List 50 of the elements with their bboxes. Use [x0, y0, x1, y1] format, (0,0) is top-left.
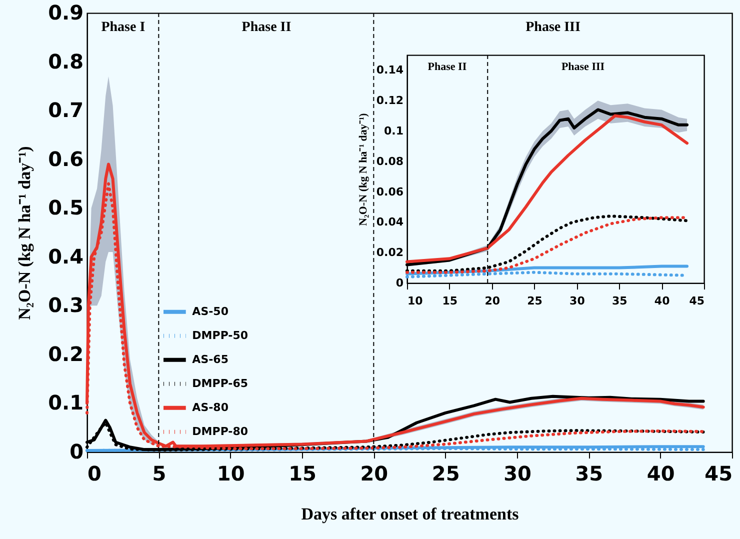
- legend-label: DMPP-80: [192, 424, 248, 438]
- y-tick-label: 0.9: [48, 0, 84, 24]
- annotation: Phase II: [242, 20, 292, 35]
- y-tick-label: 0.3: [48, 293, 84, 318]
- x-tick-label: 15: [442, 294, 458, 308]
- y-tick-label: 0.04: [376, 216, 404, 229]
- y-axis-title: N₂O-N (kg N ha⁻¹ day⁻¹): [357, 112, 370, 226]
- y-tick-label: 0.06: [376, 185, 404, 198]
- y-tick-label: 0.5: [48, 196, 84, 220]
- y-tick-label: 0.4: [48, 244, 84, 268]
- annotation: Phase II: [428, 61, 467, 73]
- legend-label: AS-80: [192, 400, 229, 414]
- x-tick-label: 25: [527, 294, 542, 308]
- x-tick-label: 15: [288, 462, 316, 486]
- legend-label: AS-50: [192, 304, 229, 318]
- x-tick-label: 35: [612, 294, 628, 308]
- x-tick-label: 25: [432, 462, 460, 486]
- x-tick-label: 10: [216, 462, 245, 486]
- legend-label: AS-65: [192, 352, 228, 366]
- x-tick-label: 20: [484, 294, 500, 308]
- y-tick-label: 0.02: [376, 246, 404, 260]
- y-tick-label: 0.6: [48, 146, 84, 171]
- y-tick-label: 0.08: [376, 154, 404, 168]
- x-axis-title: Days after onset of treatments: [301, 504, 520, 524]
- y-tick-label: 0: [396, 276, 404, 290]
- x-tick-label: 5: [152, 462, 166, 486]
- y-tick-label: 0.12: [376, 94, 404, 108]
- x-tick-label: 40: [646, 462, 675, 486]
- annotation: Phase III: [526, 20, 580, 35]
- y-axis-title: N₂O-N (kg N ha⁻¹ day⁻¹): [15, 146, 34, 320]
- y-tick-label: 0.1: [384, 124, 404, 138]
- annotation: Phase III: [561, 61, 605, 73]
- x-tick-label: 45: [689, 294, 704, 308]
- y-tick-label: 0.1: [48, 390, 84, 415]
- y-tick-label: 0.2: [48, 342, 84, 366]
- x-tick-label: 10: [408, 294, 424, 308]
- x-tick-label: 35: [575, 462, 604, 486]
- y-tick-label: 0.14: [376, 64, 404, 77]
- annotation: Phase I: [101, 20, 146, 35]
- x-tick-label: 45: [704, 462, 732, 486]
- legend-label: DMPP-50: [192, 328, 248, 342]
- y-tick-label: 0.8: [48, 49, 84, 74]
- x-tick-label: 20: [360, 462, 388, 486]
- legend-label: DMPP-65: [192, 376, 248, 390]
- x-tick-label: 30: [570, 294, 586, 308]
- y-tick-label: 0.7: [48, 98, 84, 122]
- x-tick-label: 40: [654, 294, 670, 308]
- x-tick-label: 30: [504, 462, 532, 486]
- y-tick-label: 0: [70, 440, 84, 464]
- x-tick-label: 0: [88, 462, 102, 486]
